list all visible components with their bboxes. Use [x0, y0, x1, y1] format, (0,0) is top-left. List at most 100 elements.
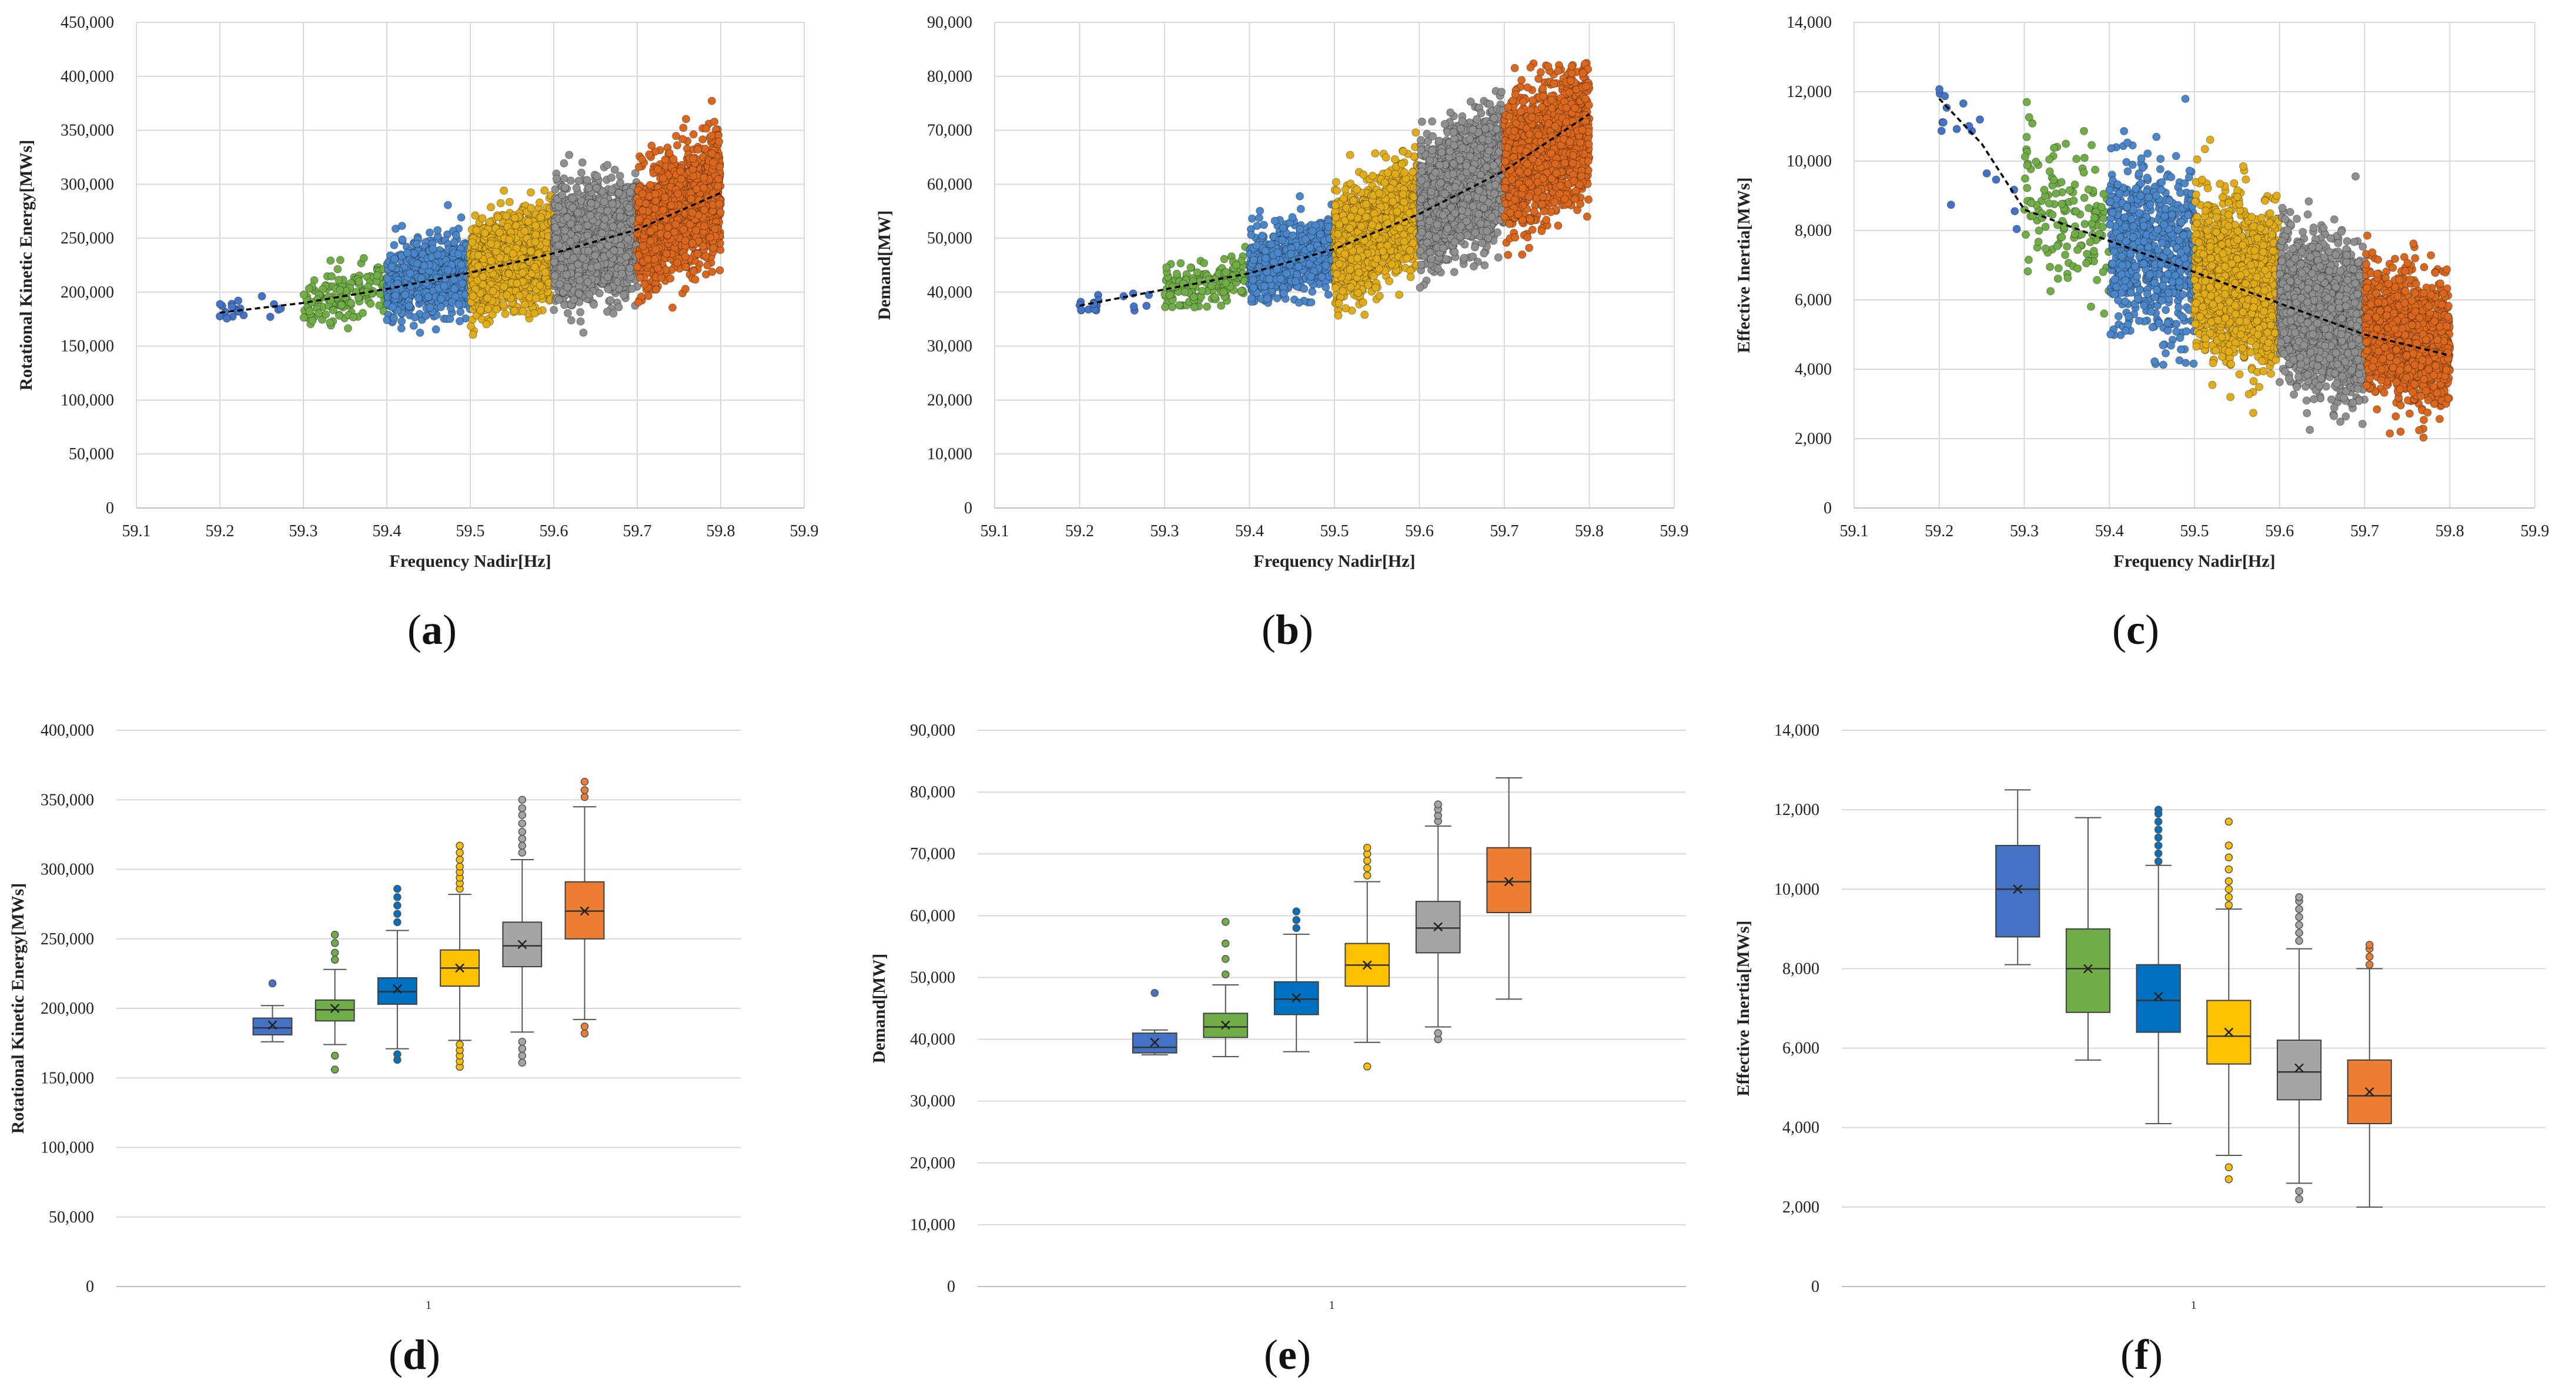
data-point — [689, 130, 698, 139]
data-point — [318, 285, 327, 293]
data-point — [603, 206, 612, 215]
data-point — [518, 307, 527, 316]
data-point — [322, 310, 330, 319]
data-point — [479, 272, 487, 281]
data-point — [315, 309, 323, 318]
data-point — [622, 252, 631, 261]
data-point — [524, 217, 533, 226]
data-point — [703, 261, 712, 270]
data-point — [625, 263, 634, 272]
scatter-series-2 — [299, 254, 391, 333]
data-point — [257, 292, 266, 300]
data-point — [578, 253, 587, 262]
data-point — [405, 302, 413, 310]
y-tick-label: 250,000 — [61, 229, 114, 248]
data-point — [550, 258, 558, 266]
data-point — [608, 199, 617, 208]
data-point — [618, 269, 627, 278]
data-point — [443, 201, 452, 209]
data-point — [383, 275, 392, 283]
data-point — [222, 314, 231, 323]
scatter-series-6 — [633, 96, 725, 312]
data-point — [625, 188, 634, 196]
data-point — [562, 270, 571, 279]
data-point — [508, 249, 517, 258]
data-point — [472, 226, 481, 235]
data-point — [305, 307, 314, 316]
data-point — [586, 211, 595, 220]
data-point — [501, 309, 510, 318]
data-point — [610, 246, 618, 255]
data-point — [619, 291, 628, 299]
data-point — [505, 235, 514, 244]
data-point — [354, 277, 363, 286]
data-point — [349, 313, 357, 322]
data-point — [390, 240, 399, 249]
data-point — [437, 295, 446, 303]
data-point — [451, 231, 460, 239]
data-point — [502, 212, 511, 220]
data-point — [500, 282, 508, 291]
data-point — [583, 176, 591, 185]
data-point — [359, 309, 367, 318]
data-point — [570, 295, 578, 304]
data-point — [336, 286, 344, 295]
data-point — [607, 185, 616, 194]
data-point — [585, 290, 594, 299]
scatter-series-1 — [216, 292, 285, 323]
data-point — [299, 313, 308, 322]
data-point — [644, 292, 653, 300]
data-point — [337, 300, 346, 309]
data-point — [327, 272, 336, 280]
data-point — [335, 311, 343, 320]
data-point — [567, 316, 576, 325]
data-point — [565, 151, 574, 159]
data-point — [336, 256, 344, 265]
data-point — [420, 261, 429, 270]
data-point — [531, 221, 540, 230]
data-point — [574, 176, 583, 185]
data-point — [424, 292, 433, 301]
data-point — [469, 330, 477, 339]
data-point — [572, 183, 581, 192]
data-point — [568, 194, 577, 203]
data-point — [373, 271, 382, 280]
data-point — [494, 213, 502, 222]
data-point — [344, 324, 352, 333]
data-point — [389, 303, 397, 312]
data-point — [592, 183, 601, 192]
data-point — [416, 328, 424, 337]
data-point — [478, 214, 487, 223]
data-point — [576, 276, 584, 285]
data-point — [535, 198, 544, 207]
y-tick-label: 150,000 — [61, 338, 114, 356]
y-tick-label: 0 — [106, 499, 114, 517]
data-point — [454, 250, 463, 259]
data-point — [577, 168, 586, 177]
data-point — [326, 256, 335, 265]
data-point — [606, 296, 615, 305]
data-point — [527, 203, 536, 212]
data-point — [456, 317, 464, 326]
data-point — [560, 159, 568, 168]
data-point — [326, 296, 335, 305]
data-point — [409, 322, 418, 330]
data-point — [715, 266, 724, 275]
data-point — [457, 260, 466, 269]
data-point — [520, 227, 529, 236]
data-point — [456, 308, 465, 316]
data-point — [429, 245, 437, 253]
data-point — [583, 278, 592, 286]
data-point — [403, 249, 412, 258]
data-point — [563, 213, 571, 222]
data-point — [566, 238, 575, 246]
data-point — [591, 251, 600, 260]
data-point — [504, 269, 513, 278]
data-point — [334, 276, 343, 285]
data-point — [347, 299, 356, 308]
data-point — [600, 198, 608, 206]
data-point — [239, 311, 248, 320]
data-point — [584, 183, 593, 192]
data-point — [476, 306, 485, 315]
data-point — [590, 300, 598, 309]
